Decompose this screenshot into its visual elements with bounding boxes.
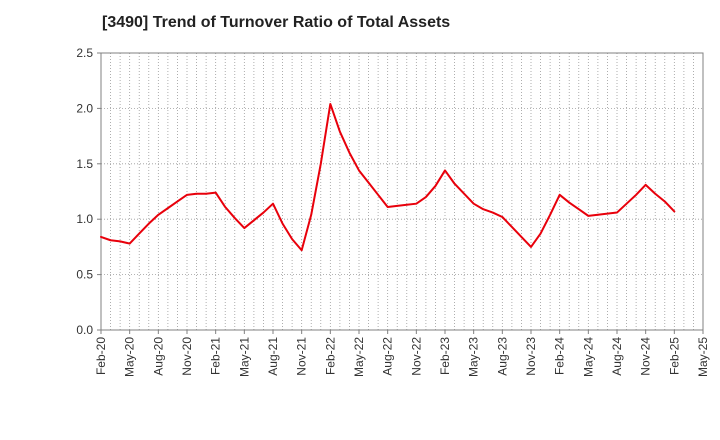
x-tick-label: Nov-21 bbox=[295, 337, 309, 376]
x-tick-label: Aug-23 bbox=[495, 337, 509, 376]
x-tick-label: May-24 bbox=[581, 337, 595, 377]
x-tick-label: Feb-24 bbox=[553, 337, 567, 375]
x-tick-label: Aug-24 bbox=[610, 337, 624, 376]
x-tick-label: Feb-23 bbox=[438, 337, 452, 375]
x-tick-label: Feb-21 bbox=[209, 337, 223, 375]
x-axis-ticks: Feb-20 May-20 Aug-20 Nov-20 Feb-21 May-21 Aug-… bbox=[94, 330, 710, 377]
y-tick-label: 2.5 bbox=[76, 46, 93, 60]
x-tick-label: Nov-20 bbox=[180, 337, 194, 376]
series-line bbox=[100, 102, 676, 252]
y-tick-label: 1.0 bbox=[76, 212, 93, 226]
y-tick-label: 0.5 bbox=[76, 268, 93, 282]
x-tick-label: Nov-22 bbox=[409, 337, 423, 376]
x-tick-label: Aug-20 bbox=[151, 337, 165, 376]
x-tick-label: May-20 bbox=[123, 337, 137, 377]
y-tick-label: 1.5 bbox=[76, 157, 93, 171]
x-tick-label: Nov-24 bbox=[639, 337, 653, 376]
x-tick-label: Feb-20 bbox=[94, 337, 108, 375]
x-tick-label: May-25 bbox=[696, 337, 710, 377]
chart-title: [3490] Trend of Turnover Ratio of Total … bbox=[102, 14, 451, 31]
grid-layer bbox=[101, 53, 703, 330]
x-tick-label: Aug-22 bbox=[381, 337, 395, 376]
y-tick-label: 2.0 bbox=[76, 101, 93, 115]
y-axis-ticks: 0.0 0.5 1.0 1.5 2.0 2.5 bbox=[76, 46, 101, 337]
x-tick-label: Aug-21 bbox=[266, 337, 280, 376]
x-tick-label: Feb-22 bbox=[323, 337, 337, 375]
x-tick-label: May-21 bbox=[237, 337, 251, 377]
y-tick-label: 0.0 bbox=[76, 323, 93, 337]
plot-frame bbox=[100, 52, 704, 331]
x-tick-label: May-22 bbox=[352, 337, 366, 377]
x-tick-label: May-23 bbox=[467, 337, 481, 377]
x-tick-label: Feb-25 bbox=[667, 337, 681, 375]
x-tick-label: Nov-23 bbox=[524, 337, 538, 376]
